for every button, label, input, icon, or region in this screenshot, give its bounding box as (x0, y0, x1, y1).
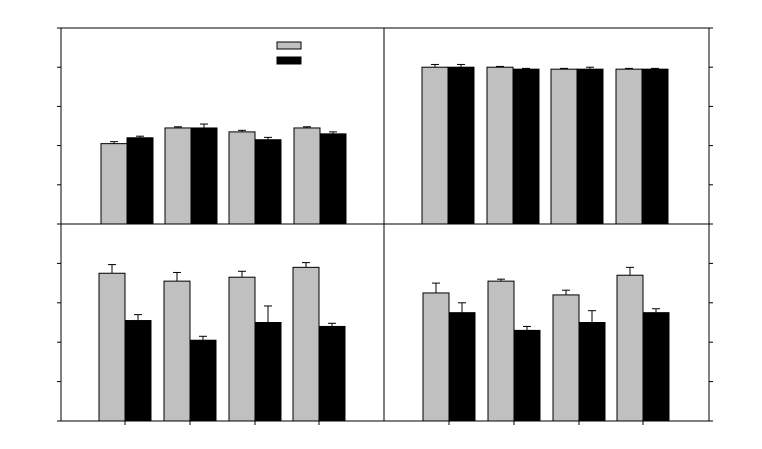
bar-series-1-group-3 (228, 131, 256, 225)
bar-series-2-group-1 (447, 66, 475, 225)
panel-frame (383, 223, 710, 422)
legend-swatch-2 (276, 56, 302, 65)
bar-series-2-group-4 (318, 325, 346, 422)
chart-panel-bottom-right (383, 223, 713, 425)
bar-series-1-group-1 (421, 66, 449, 225)
bar-series-2-group-3 (578, 322, 606, 422)
bar-series-2-group-3 (254, 139, 282, 225)
bar-series-1-group-2 (486, 66, 514, 225)
bar-series-2-group-4 (319, 133, 347, 225)
bar-series-1-group-4 (292, 266, 320, 422)
bar-series-2-group-4 (641, 68, 669, 225)
bar-series-2-group-2 (513, 329, 541, 422)
bar-series-1-group-4 (615, 68, 643, 225)
bar-series-2-group-1 (448, 312, 476, 422)
bar-series-1-group-3 (550, 68, 578, 225)
bar-series-1-group-2 (164, 127, 192, 225)
bar-series-1-group-1 (100, 143, 128, 225)
chart-panel-top-right (383, 27, 713, 225)
bar-series-2-group-3 (254, 322, 282, 422)
bar-series-1-group-3 (552, 294, 580, 422)
bar-series-2-group-1 (126, 137, 154, 225)
bar-series-2-group-2 (190, 127, 218, 225)
bar-series-1-group-4 (616, 274, 644, 422)
bar-series-1-group-1 (422, 292, 450, 422)
bar-series-2-group-4 (642, 312, 670, 422)
bar-series-2-group-3 (576, 68, 604, 225)
bar-series-1-group-2 (487, 280, 515, 422)
bar-series-2-group-2 (189, 339, 217, 422)
legend-swatch-1 (276, 41, 302, 50)
bar-series-1-group-1 (98, 272, 126, 422)
bar-series-2-group-2 (512, 68, 540, 225)
chart-panel-top-left (57, 27, 385, 225)
bar-series-1-group-3 (228, 276, 256, 422)
bar-series-1-group-4 (293, 127, 321, 225)
chart-panel-bottom-left (57, 223, 385, 425)
bar-series-2-group-1 (124, 320, 152, 422)
bar-series-1-group-2 (163, 280, 191, 422)
